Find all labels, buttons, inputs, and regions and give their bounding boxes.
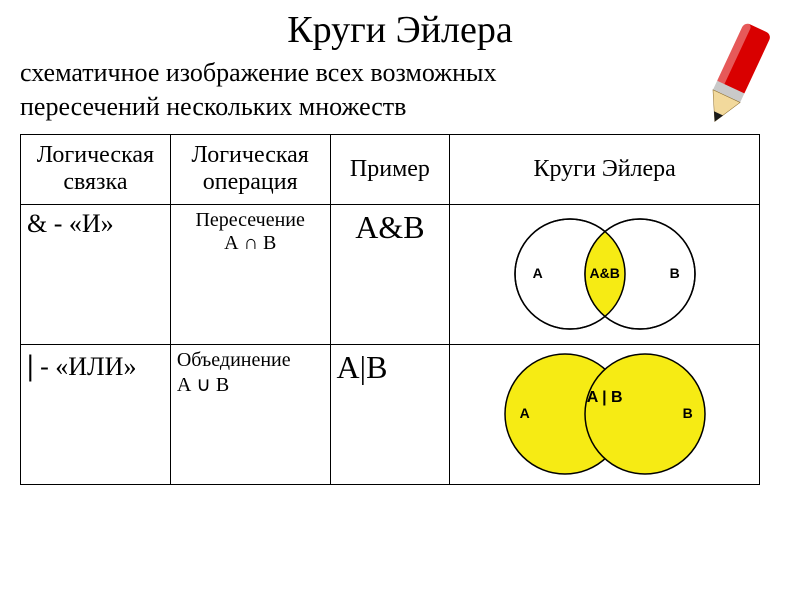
venn-label-b: B — [683, 405, 693, 421]
header-euler: Круги Эйлера — [450, 134, 760, 204]
or-text: - «ИЛИ» — [40, 352, 136, 381]
cell-venn-union: A B A | B — [450, 344, 760, 484]
cell-operation-union: Объединение А ∪ В — [170, 344, 330, 484]
euler-table: Логическая связка Логическая операция Пр… — [20, 134, 760, 485]
cell-example-and: A&B — [330, 204, 450, 344]
page-title: Круги Эйлера — [0, 8, 800, 52]
venn-label-center: A | B — [580, 389, 630, 407]
cell-connective-and: & - «И» — [21, 204, 171, 344]
subtitle-line-1: схематичное изображение всех возможных — [20, 58, 497, 87]
op-uni-line2: А ∪ В — [177, 374, 229, 396]
cell-operation-intersection: Пересечение А ∩ В — [170, 204, 330, 344]
subtitle-line-2: пересечений нескольких множеств — [20, 92, 406, 121]
cell-venn-intersection: A B A&B — [450, 204, 760, 344]
venn-label-a: A — [520, 405, 530, 421]
table-row: & - «И» Пересечение А ∩ В A&B A B — [21, 204, 760, 344]
venn-label-center: A&B — [587, 265, 623, 281]
table-header-row: Логическая связка Логическая операция Пр… — [21, 134, 760, 204]
op-uni-line1: Объединение — [177, 349, 291, 371]
pencil-icon — [690, 18, 780, 143]
cell-example-or: A|B — [330, 344, 450, 484]
venn-union: A B A | B — [475, 349, 735, 479]
cell-connective-or: | - «ИЛИ» — [21, 344, 171, 484]
header-example: Пример — [330, 134, 450, 204]
table-row: | - «ИЛИ» Объединение А ∪ В A|B A B A | … — [21, 344, 760, 484]
op-int-line1: Пересечение — [195, 209, 304, 231]
venn-intersection: A B A&B — [475, 209, 735, 339]
op-int-line2: А ∩ В — [224, 232, 276, 254]
venn-label-a: A — [533, 265, 543, 281]
header-operation: Логическая операция — [170, 134, 330, 204]
venn-label-b: B — [670, 265, 680, 281]
header-connective: Логическая связка — [21, 134, 171, 204]
subtitle: схематичное изображение всех возможных п… — [20, 56, 800, 124]
